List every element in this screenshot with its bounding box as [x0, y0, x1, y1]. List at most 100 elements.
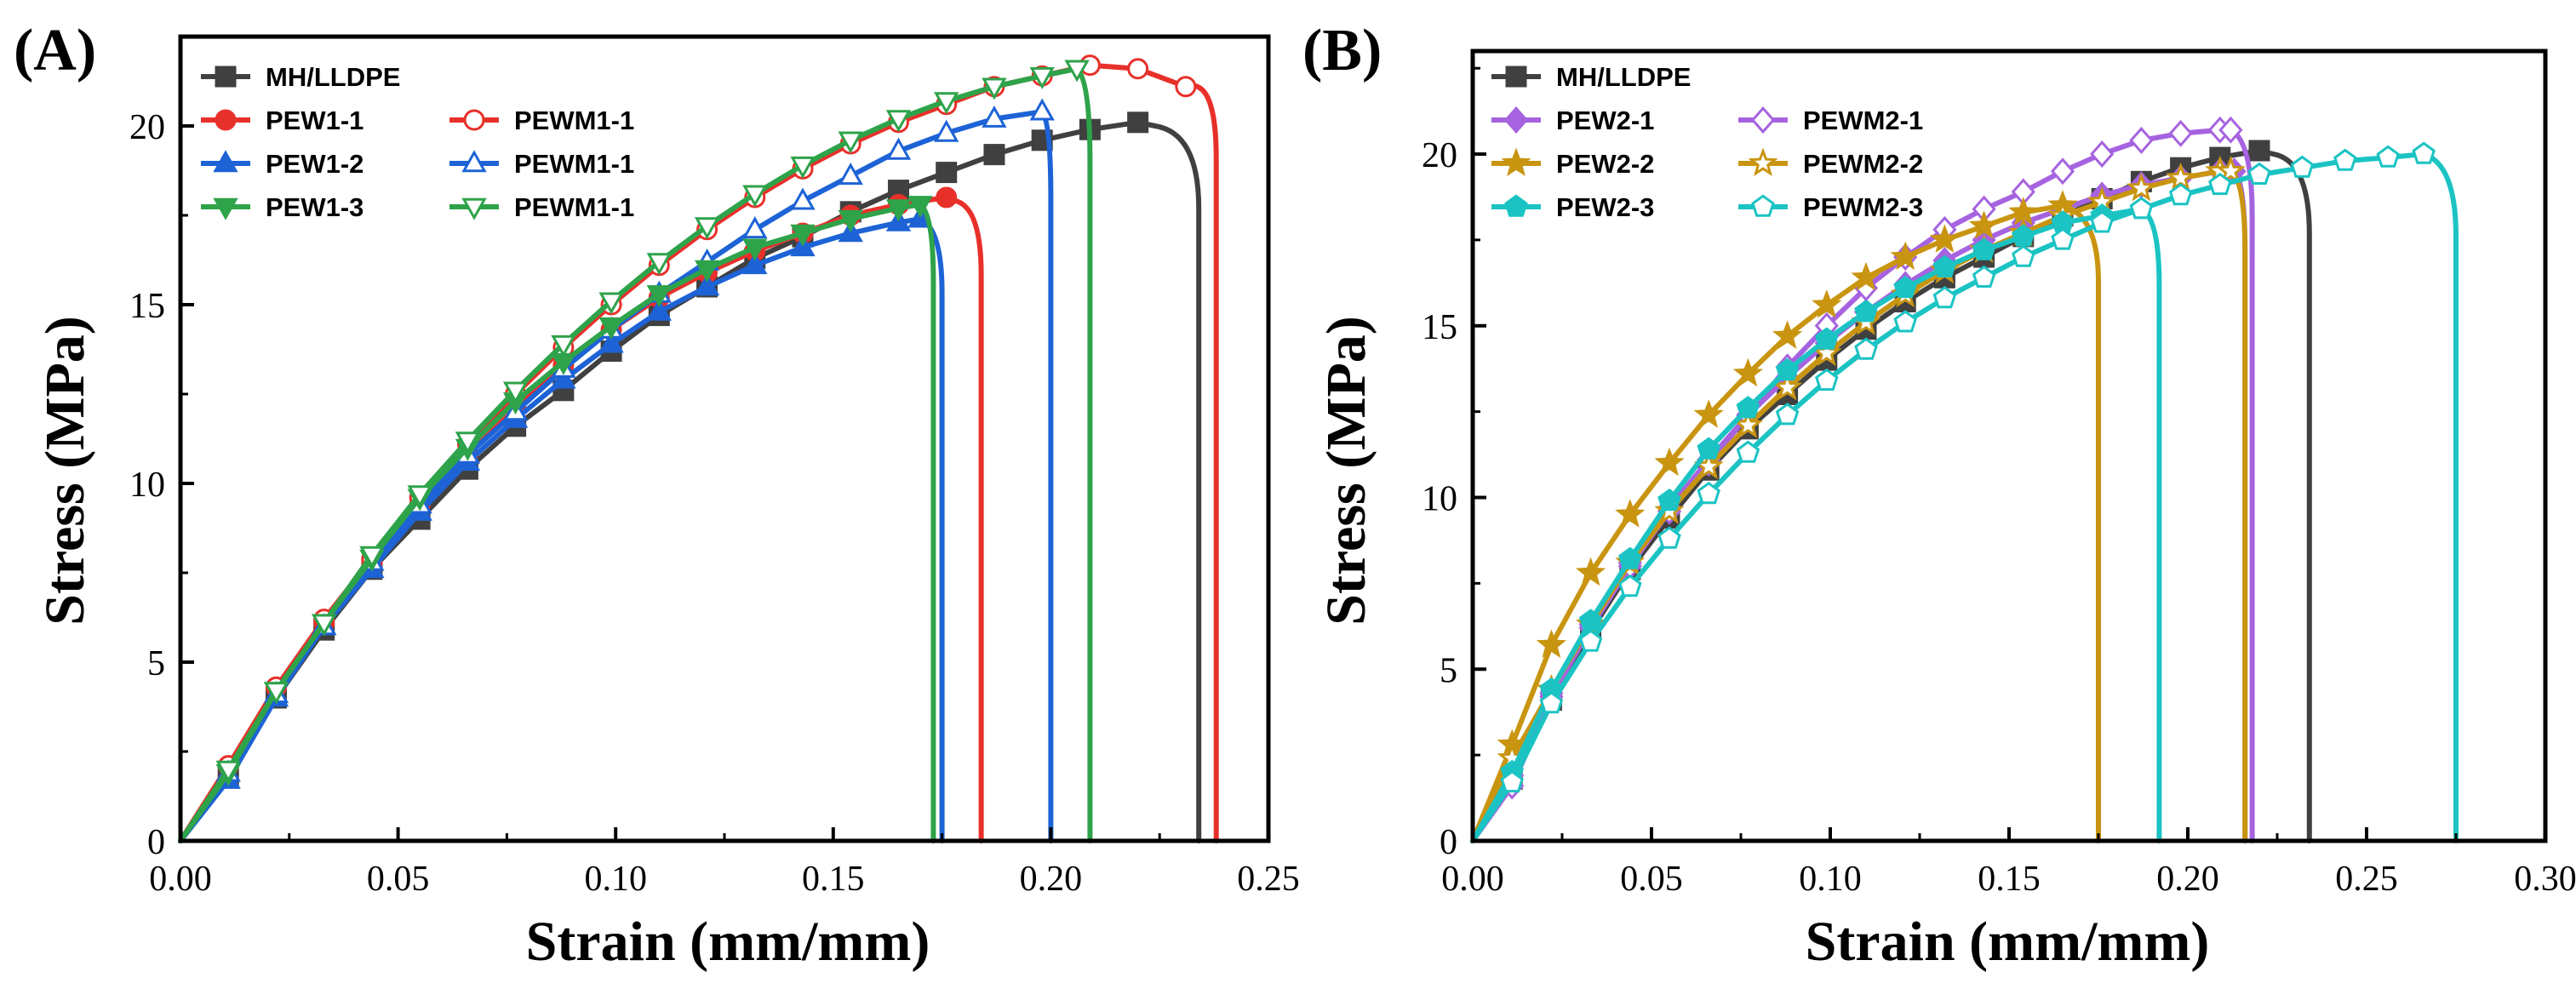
legend-item-pew1-3: PEW1-3 [201, 192, 364, 222]
y-tick-label: 20 [129, 108, 165, 147]
legend-label: PEWM2-3 [1803, 192, 1923, 222]
legend-label: PEW2-2 [1556, 149, 1654, 179]
legend-label: PEW1-1 [266, 106, 364, 135]
data-point-pewm1-1 [885, 110, 912, 133]
data-point-pew1-3 [885, 199, 912, 222]
legend-swatch-marker [215, 109, 237, 131]
x-tick-label: 0.10 [584, 860, 647, 899]
data-point-pewm2-3 [1932, 286, 1957, 309]
data-point-pew1-2 [598, 330, 624, 353]
data-point-pewm2-3 [2412, 141, 2436, 164]
data-point-pew2-3 [1932, 254, 1957, 277]
data-point-pewm1-1 [1029, 98, 1055, 121]
y-tick-label: 0 [1440, 823, 1457, 862]
legend-label: PEWM2-1 [1803, 106, 1923, 135]
y-tick-label: 10 [129, 466, 165, 505]
series-pewm1-1-6 [178, 60, 1093, 843]
data-point-pew2-3 [1972, 237, 1996, 260]
data-point-pewm2-3 [2376, 145, 2400, 168]
x-tick-label: 0.25 [2335, 860, 2398, 899]
data-point-pewm2-1 [2218, 116, 2243, 144]
legend-item-pewm1-1: PEWM1-1 [449, 149, 634, 179]
x-tick-label: 0.25 [1237, 860, 1300, 899]
data-point-pew1-3 [694, 260, 720, 283]
data-point-mh-lldpe [1127, 111, 1149, 134]
data-point-pew2-3 [1893, 275, 1917, 299]
data-point-pew2-3 [1736, 396, 1760, 419]
data-point-pewm1-1 [551, 334, 576, 357]
y-tick-label: 5 [1440, 651, 1457, 690]
series-line-pew2-2 [1470, 203, 2101, 843]
data-point-pew2-2 [1693, 399, 1724, 428]
legend-swatch-marker [461, 150, 487, 173]
x-tick-label: 0.00 [1441, 860, 1504, 899]
series-line-pew2-3 [1470, 206, 2162, 843]
legend-label: PEWM1-1 [514, 149, 634, 179]
data-point-mh-lldpe [983, 144, 1005, 166]
data-point-pew2-3 [1657, 489, 1681, 512]
data-point-pew2-3 [1775, 357, 1800, 380]
series-pew2-3-5 [1470, 197, 2162, 843]
data-point-pewm2-1 [2050, 157, 2075, 186]
data-point-pewm2-3 [1815, 368, 1839, 391]
data-point-pew2-2 [1732, 357, 1764, 387]
data-point-pewm1-1 [1127, 58, 1149, 80]
data-point-pewm1-1 [1029, 66, 1055, 89]
legend-item-pewm2-1: PEWM2-1 [1738, 106, 1923, 135]
y-tick-label: 15 [1422, 308, 1457, 347]
legend-swatch-marker [1503, 106, 1529, 134]
data-point-pewm1-1 [455, 431, 481, 454]
data-point-pew1-2 [742, 252, 768, 275]
data-point-pewm1-1 [312, 614, 337, 637]
data-point-pewm2-1 [2168, 119, 2193, 147]
legend-item-pew2-3: PEW2-3 [1491, 192, 1654, 222]
data-point-pewm1-1 [838, 131, 863, 154]
x-tick-label: 0.05 [1620, 860, 1683, 899]
data-point-pewm2-3 [1657, 526, 1681, 549]
series-pewm2-1-2 [1470, 116, 2255, 843]
data-point-pewm2-2 [2215, 155, 2246, 185]
data-point-pewm1-1 [742, 216, 768, 239]
x-tick-label: 0.20 [2156, 860, 2219, 899]
series-line-mh-lldpe [178, 119, 1202, 843]
legend-label: PEW1-3 [266, 192, 364, 222]
x-tick-label: 0.30 [2514, 860, 2576, 899]
legend-label: PEWM2-2 [1803, 149, 1923, 179]
legend-label: PEW2-1 [1556, 106, 1654, 135]
series-pew1-2-3 [178, 205, 945, 843]
y-tick-label: 15 [129, 287, 165, 326]
legend-item-pewm1-1: PEWM1-1 [449, 106, 634, 135]
panel-b: (B) 0.00 0.05 0.10 0.15 0.20 0.25 0.30 0 5 10 15 20… [1302, 18, 2576, 973]
data-point-pewm2-3 [1697, 481, 1720, 505]
y-tick-label: 20 [1422, 136, 1457, 175]
data-point-pew2-2 [1772, 320, 1803, 349]
series-line-pew1-2 [178, 216, 945, 843]
data-point-pewm1-1 [982, 105, 1007, 128]
data-point-pewm2-3 [2012, 244, 2035, 267]
legend-label: PEW1-2 [266, 149, 364, 179]
series-line-pew1-1 [178, 195, 984, 843]
legend-label: PEWM1-1 [514, 192, 634, 222]
data-point-pewm1-1 [215, 760, 241, 783]
panel-a-x-axis-title: Strain (mm/mm) [526, 911, 930, 973]
legend-item-pew1-2: PEW1-2 [201, 149, 364, 179]
data-point-pewm1-1 [359, 546, 385, 569]
series-pewm2-2-4 [1470, 155, 2248, 843]
data-point-pewm1-1 [934, 119, 959, 142]
data-point-pew2-2 [1929, 224, 1960, 253]
data-point-pew1-3 [598, 317, 624, 340]
data-point-mh-lldpe [936, 162, 958, 184]
data-point-pewm1-1 [694, 217, 720, 240]
data-point-pewm2-2 [2126, 172, 2156, 202]
data-point-pewm2-1 [2129, 126, 2154, 154]
x-tick-label: 0.15 [1978, 860, 2041, 899]
data-point-pewm2-3 [1972, 265, 1996, 288]
series-pew2-1-1 [1470, 157, 2248, 843]
legend-swatch-marker [463, 109, 485, 131]
data-point-pewm2-2 [1772, 371, 1803, 401]
legend-item-pew2-2: PEW2-2 [1491, 147, 1654, 179]
panel-b-label: (B) [1302, 18, 1382, 83]
data-point-pewm2-2 [1732, 409, 1763, 438]
data-point-pewm2-3 [1736, 440, 1760, 463]
data-point-pewm1-1 [1175, 76, 1197, 98]
